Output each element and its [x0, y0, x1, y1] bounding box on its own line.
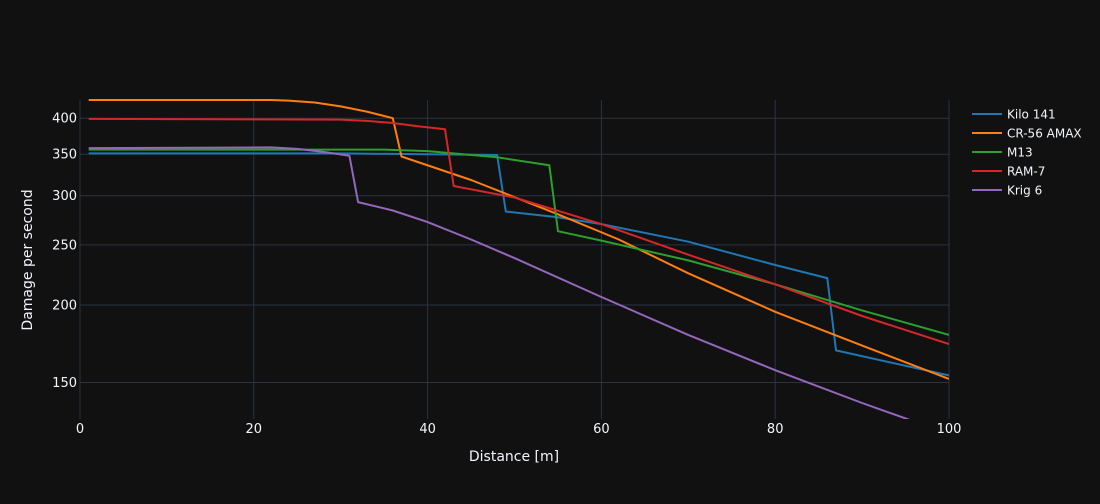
y-tick-label: 150	[52, 376, 77, 391]
x-tick-label: 60	[593, 422, 610, 437]
x-axis-title: Distance [m]	[469, 449, 559, 465]
y-tick-label: 200	[52, 298, 77, 313]
legend-label: RAM-7	[1007, 165, 1045, 179]
y-tick-label: 300	[52, 189, 77, 204]
y-tick-label: 250	[52, 238, 77, 253]
y-axis-title: Damage per second	[20, 189, 36, 330]
series-line-ram-7	[88, 117, 949, 346]
x-tick-label: 100	[937, 422, 962, 437]
legend-item[interactable]: Kilo 141	[972, 108, 1056, 122]
legend-item[interactable]: M13	[972, 146, 1033, 160]
y-tick-label: 350	[52, 148, 77, 163]
x-tick-label: 80	[767, 422, 784, 437]
legend-label: Kilo 141	[1007, 108, 1056, 122]
x-tick-label: 40	[419, 422, 436, 437]
series-line-krig-6	[88, 146, 911, 419]
legend-item[interactable]: CR-56 AMAX	[972, 127, 1082, 141]
axis-layer: 0 20 40 60 80 100 150 200 250 300 350 400	[52, 112, 961, 437]
grid-layer	[79, 100, 950, 419]
series-layer	[88, 99, 949, 419]
series-line-m13	[88, 148, 949, 336]
legend-item[interactable]: Krig 6	[972, 184, 1042, 198]
y-tick-label: 400	[52, 112, 77, 127]
legend[interactable]: Kilo 141 CR-56 AMAX M13 RAM-7 Krig 6	[972, 108, 1082, 198]
legend-label: Krig 6	[1007, 184, 1042, 198]
series-line-cr-56-amax	[88, 99, 949, 380]
x-tick-label: 20	[246, 422, 263, 437]
legend-label: CR-56 AMAX	[1007, 127, 1082, 141]
legend-item[interactable]: RAM-7	[972, 165, 1045, 179]
x-tick-label: 0	[76, 422, 84, 437]
legend-label: M13	[1007, 146, 1033, 160]
